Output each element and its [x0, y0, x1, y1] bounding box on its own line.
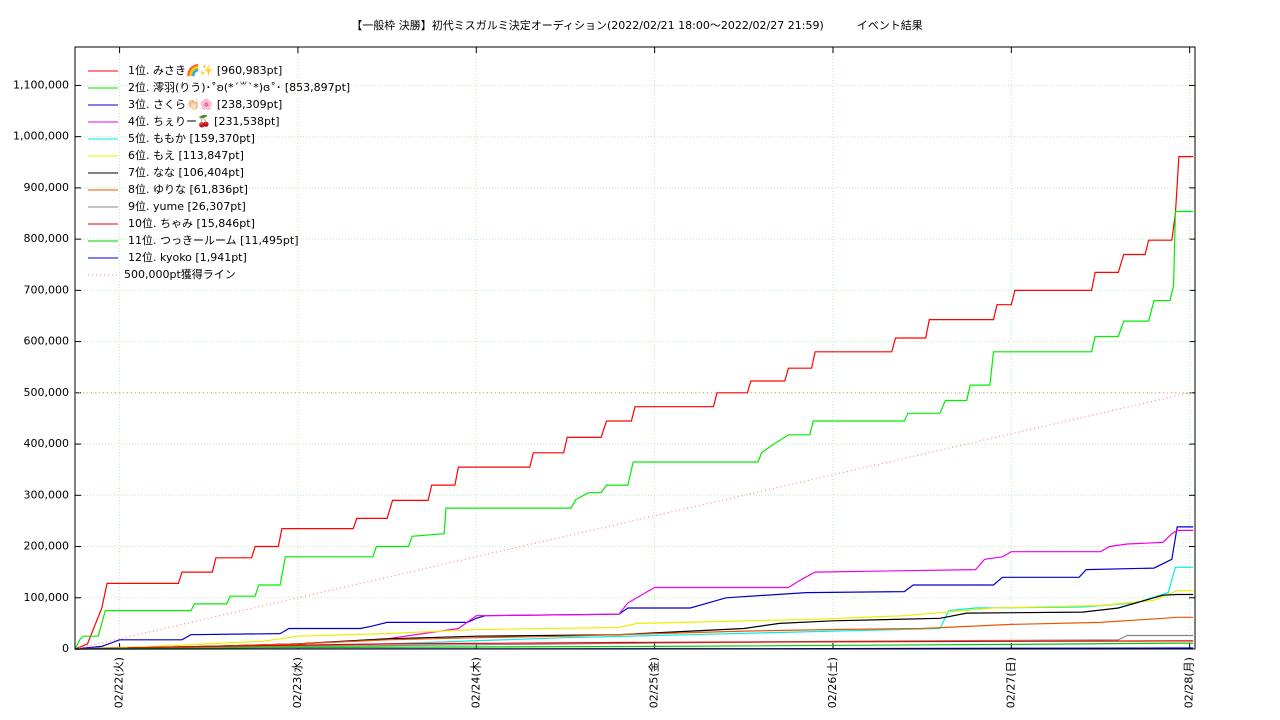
series-line [74, 590, 1194, 650]
y-tick-label: 600,000 [24, 335, 70, 348]
y-tick-label: 100,000 [24, 591, 70, 604]
y-tick-label: 1,000,000 [13, 130, 69, 143]
x-tick-label: 02/27(日) [1004, 657, 1017, 708]
series-line [74, 210, 1194, 650]
legend-label: 3位. さくら👏🏻🌸 [238,309pt] [128, 97, 282, 111]
series-line [74, 566, 1194, 650]
series-line [74, 593, 1194, 650]
series-line [74, 642, 1194, 650]
y-tick-label: 200,000 [24, 540, 70, 553]
y-tick-label: 700,000 [24, 283, 70, 296]
y-tick-label: 400,000 [24, 437, 70, 450]
y-tick-label: 0 [62, 642, 69, 655]
x-tick-label: 02/22(火) [113, 657, 126, 708]
series-line [74, 640, 1194, 650]
legend-label: 10位. ちゃみ [15,846pt] [128, 216, 255, 230]
legend-label: 6位. もえ [113,847pt] [128, 148, 244, 162]
legend-label: 8位. ゆりな [61,836pt] [128, 182, 248, 196]
y-tick-label: 500,000 [24, 386, 70, 399]
legend-label: 9位. yume [26,307pt] [128, 199, 246, 213]
legend-label: 7位. なな [106,404pt] [128, 165, 244, 179]
x-tick-label: 02/26(土) [826, 657, 839, 708]
y-tick-label: 300,000 [24, 488, 70, 501]
legend-label: 2位. 澪羽(りう)･˚ʚ(*´꒳`*)ɞ˚･ [853,897pt] [128, 80, 350, 94]
chart-title: 【一般枠 決勝】初代ミスガルミ決定オーディション(2022/02/21 18:0… [351, 18, 923, 32]
legend-label: 11位. つっきールーム [11,495pt] [128, 233, 299, 247]
legend-label: 5位. ももか [159,370pt] [128, 131, 255, 145]
legend-label: 4位. ちぇりー🍒 [231,538pt] [128, 114, 280, 128]
y-tick-label: 1,100,000 [13, 78, 69, 91]
y-tick-label: 900,000 [24, 181, 70, 194]
series-line [74, 156, 1194, 650]
plot-frame [74, 46, 1196, 650]
y-tick-label: 800,000 [24, 232, 70, 245]
x-tick-label: 02/25(金) [647, 657, 661, 708]
legend-label: 1位. みさき🌈✨ [960,983pt] [128, 63, 282, 77]
legend-label: 12位. kyoko [1,941pt] [128, 250, 247, 264]
series-line [74, 526, 1194, 650]
x-tick-label: 02/24(木) [469, 657, 482, 708]
x-tick-label: 02/28(月) [1183, 657, 1196, 708]
series-line [74, 616, 1194, 650]
x-tick-label: 02/23(水) [291, 657, 304, 708]
legend-label: 500,000pt獲得ライン [124, 268, 236, 281]
